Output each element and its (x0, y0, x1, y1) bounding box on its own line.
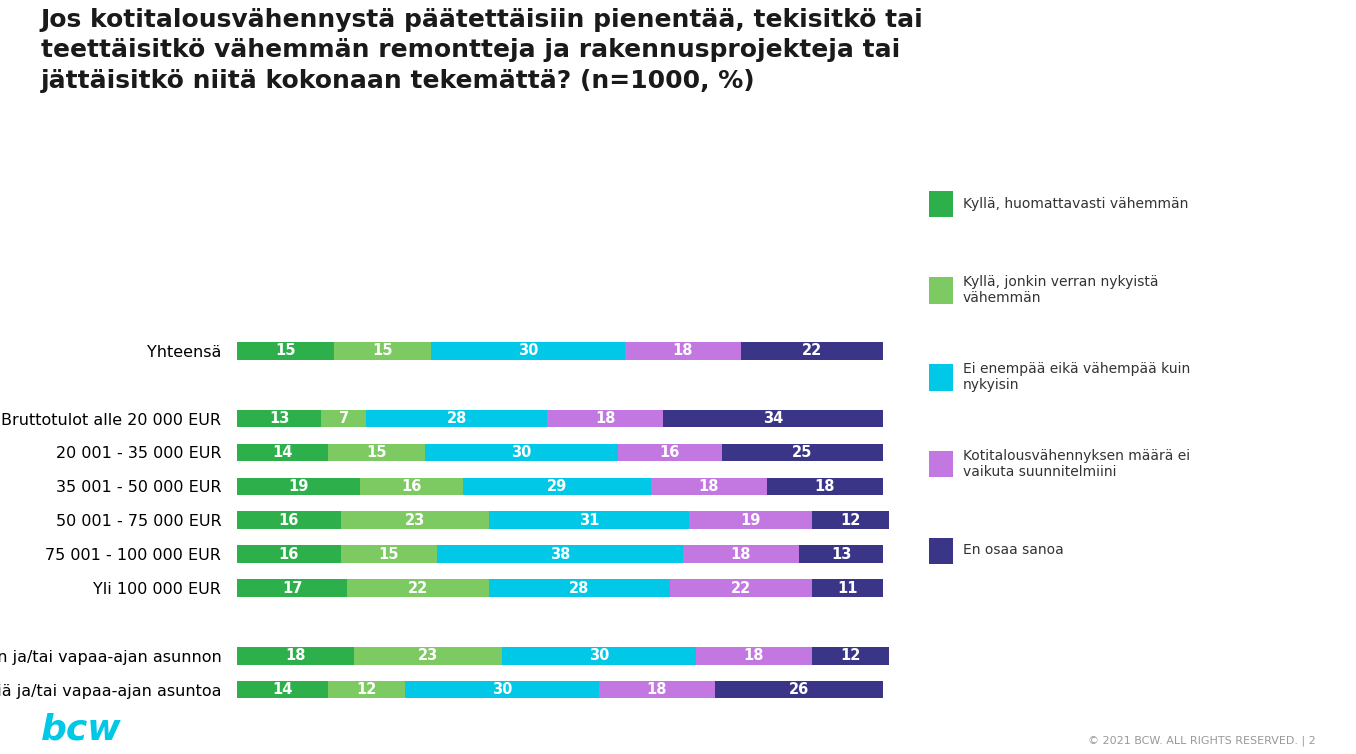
Text: 30: 30 (511, 445, 532, 460)
Text: 26: 26 (789, 682, 810, 697)
Text: 22: 22 (801, 343, 822, 358)
Bar (340, 545, 438, 563)
Text: 12: 12 (357, 682, 377, 697)
Bar (328, 681, 405, 698)
Text: 34: 34 (763, 411, 784, 426)
Text: bcw: bcw (41, 713, 121, 746)
Bar (237, 410, 321, 428)
Bar (766, 477, 883, 495)
Bar (347, 579, 490, 597)
Bar (670, 579, 812, 597)
Text: 15: 15 (373, 343, 393, 358)
Text: 18: 18 (815, 479, 835, 494)
Bar (618, 443, 721, 461)
Text: 15: 15 (275, 343, 296, 358)
Text: Jos kotitalousvähennystä päätettäisiin pienentää, tekisitkö tai
teettäisitkö väh: Jos kotitalousvähennystä päätettäisiin p… (41, 8, 923, 93)
Text: © 2021 BCW. ALL RIGHTS RESERVED. | 2: © 2021 BCW. ALL RIGHTS RESERVED. | 2 (1088, 736, 1315, 746)
Bar (740, 342, 883, 360)
Bar (625, 342, 740, 360)
Text: 22: 22 (731, 581, 751, 596)
Text: Kyllä, jonkin verran nykyistä
vähemmän: Kyllä, jonkin verran nykyistä vähemmän (963, 275, 1158, 305)
Text: 16: 16 (401, 479, 422, 494)
Bar (340, 511, 490, 529)
Text: Ei enempää eikä vähempää kuin
nykyisin: Ei enempää eikä vähempää kuin nykyisin (963, 362, 1191, 392)
Bar (715, 681, 883, 698)
Text: 23: 23 (404, 513, 424, 528)
Text: 18: 18 (743, 648, 765, 664)
Bar (366, 410, 548, 428)
Text: 13: 13 (831, 547, 852, 562)
Bar (696, 647, 812, 664)
Text: En osaa sanoa: En osaa sanoa (963, 544, 1063, 557)
Text: 17: 17 (282, 581, 302, 596)
Text: 16: 16 (279, 513, 300, 528)
Text: 30: 30 (518, 343, 538, 358)
Bar (438, 545, 683, 563)
Bar (799, 545, 883, 563)
Text: 15: 15 (378, 547, 399, 562)
Text: 30: 30 (589, 648, 609, 664)
Text: 16: 16 (660, 445, 681, 460)
Text: 18: 18 (647, 682, 667, 697)
Text: 31: 31 (579, 513, 599, 528)
Text: 14: 14 (273, 445, 293, 460)
Bar (599, 681, 715, 698)
Bar (237, 681, 328, 698)
Bar (812, 511, 890, 529)
Text: 18: 18 (673, 343, 693, 358)
Bar (424, 443, 618, 461)
Bar (237, 647, 354, 664)
Bar (328, 443, 424, 461)
Text: 11: 11 (837, 581, 858, 596)
Text: 13: 13 (268, 411, 289, 426)
Bar (812, 579, 883, 597)
Bar (237, 511, 340, 529)
Text: 22: 22 (408, 581, 428, 596)
Bar (651, 477, 766, 495)
Bar (237, 545, 340, 563)
Text: 14: 14 (273, 682, 293, 697)
Text: 30: 30 (492, 682, 513, 697)
Bar (237, 342, 334, 360)
Text: 12: 12 (841, 648, 861, 664)
Bar (721, 443, 883, 461)
Text: 15: 15 (366, 445, 386, 460)
Bar (237, 477, 359, 495)
Text: 25: 25 (792, 445, 812, 460)
Bar (490, 579, 670, 597)
Bar (548, 410, 663, 428)
Bar (334, 342, 431, 360)
Bar (502, 647, 696, 664)
Bar (812, 647, 890, 664)
Text: 18: 18 (285, 648, 305, 664)
Bar (359, 477, 464, 495)
Bar (237, 579, 347, 597)
Text: 19: 19 (289, 479, 309, 494)
Text: 7: 7 (339, 411, 348, 426)
Text: Kotitalousvähennyksen määrä ei
vaikuta suunnitelmiini: Kotitalousvähennyksen määrä ei vaikuta s… (963, 449, 1189, 479)
Text: 18: 18 (731, 547, 751, 562)
Text: 23: 23 (418, 648, 438, 664)
Text: 18: 18 (595, 411, 616, 426)
Text: 18: 18 (698, 479, 719, 494)
Text: 38: 38 (551, 547, 571, 562)
Text: 29: 29 (546, 479, 567, 494)
Text: 28: 28 (446, 411, 466, 426)
Bar (663, 410, 883, 428)
Text: Kyllä, huomattavasti vähemmän: Kyllä, huomattavasti vähemmän (963, 197, 1188, 210)
Bar (237, 443, 328, 461)
Bar (354, 647, 502, 664)
Bar (490, 511, 689, 529)
Text: 19: 19 (740, 513, 761, 528)
Text: 16: 16 (279, 547, 300, 562)
Bar (689, 511, 812, 529)
Bar (321, 410, 366, 428)
Bar (405, 681, 599, 698)
Bar (431, 342, 625, 360)
Text: 28: 28 (570, 581, 590, 596)
Bar (464, 477, 651, 495)
Text: 12: 12 (841, 513, 861, 528)
Bar (683, 545, 799, 563)
